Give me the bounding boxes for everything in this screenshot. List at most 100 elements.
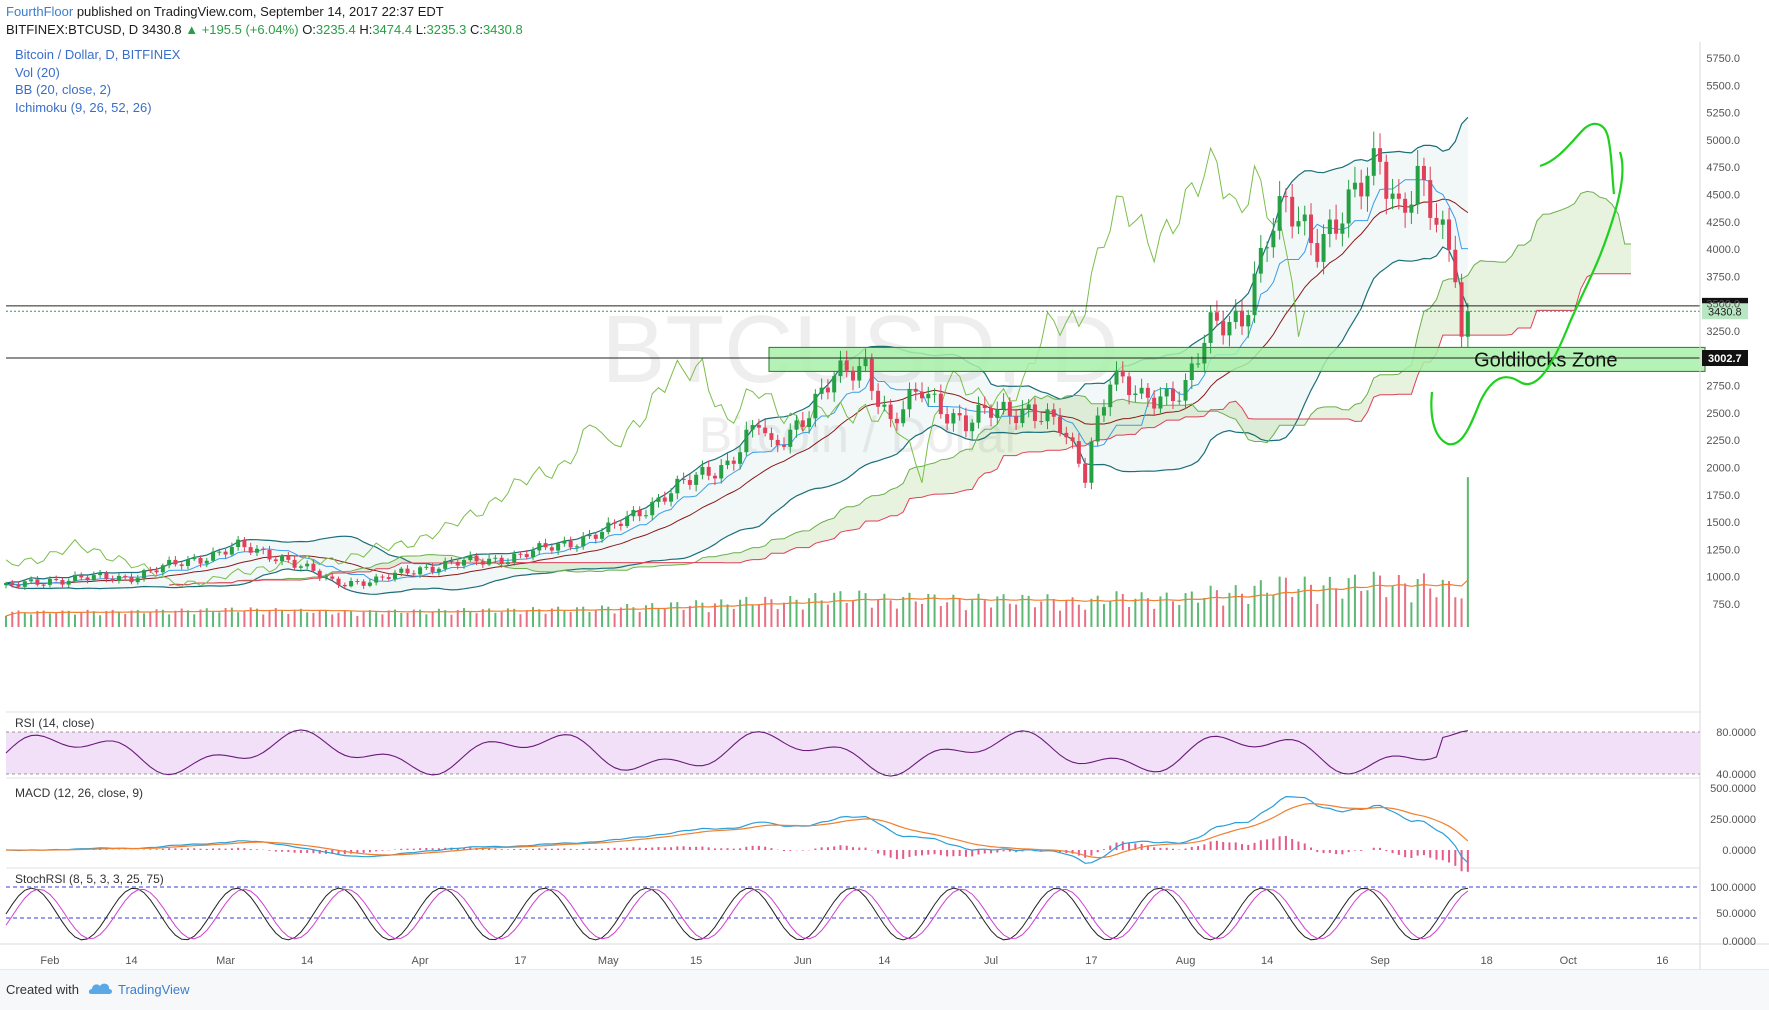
candle-body — [1460, 282, 1464, 336]
rsi-title[interactable]: RSI (14, close) — [15, 716, 94, 730]
macd-histogram-bar — [1323, 850, 1325, 853]
price-tick-label: 2500.0 — [1706, 408, 1740, 420]
legend-ichimoku[interactable]: Ichimoku (9, 26, 52, 26) — [15, 100, 152, 115]
candle-body — [431, 567, 435, 572]
volume-bar — [281, 610, 283, 627]
macd-title[interactable]: MACD (12, 26, close, 9) — [15, 786, 143, 800]
candle-body — [1259, 248, 1263, 274]
candle-body — [807, 418, 811, 427]
volume-bar — [1266, 593, 1268, 627]
macd-histogram-bar — [883, 850, 885, 855]
macd-histogram-bar — [275, 850, 277, 852]
tradingview-cloud-icon[interactable] — [88, 979, 114, 997]
volume-bar — [1015, 605, 1017, 627]
macd-histogram-bar — [181, 849, 183, 850]
macd-histogram-bar — [977, 850, 979, 855]
price-tick-label: 4750.0 — [1706, 162, 1740, 174]
volume-bar — [375, 612, 377, 627]
volume-bar — [444, 610, 446, 627]
candle-body — [224, 552, 228, 555]
candle-body — [1140, 388, 1144, 394]
candle-body — [443, 561, 447, 569]
candle-body — [964, 415, 968, 431]
macd-histogram-bar — [789, 850, 791, 851]
volume-bar — [588, 612, 590, 627]
candle-body — [349, 581, 353, 586]
volume-bar — [846, 603, 848, 627]
volume-bar — [350, 611, 352, 627]
volume-bar — [1335, 588, 1337, 627]
volume-bar — [149, 612, 151, 627]
macd-histogram-bar — [626, 848, 628, 850]
time-tick-label: 16 — [1656, 955, 1668, 967]
candle-body — [820, 388, 824, 394]
macd-histogram-bar — [1222, 842, 1224, 850]
time-tick-label: 14 — [1261, 955, 1273, 967]
legend-main[interactable]: Bitcoin / Dollar, D, BITFINEX — [15, 47, 181, 62]
indicator-axes[interactable]: 80.000040.0000500.0000250.00000.0000100.… — [1710, 727, 1756, 948]
macd-histogram-bar — [231, 848, 233, 850]
candle-body — [638, 510, 642, 516]
volume-bar — [105, 611, 107, 627]
candle-body — [1334, 220, 1338, 234]
candle-body — [688, 480, 692, 485]
candle-body — [512, 554, 516, 562]
time-tick-label: 17 — [514, 955, 526, 967]
volume-bar — [833, 593, 835, 627]
time-tick-label: 14 — [125, 955, 137, 967]
macd-histogram-bar — [1228, 842, 1230, 850]
macd-histogram-bar — [400, 849, 402, 850]
candle-body — [54, 579, 58, 580]
volume-bar — [1178, 605, 1180, 627]
stoch-title[interactable]: StochRSI (8, 5, 3, 3, 25, 75) — [15, 872, 164, 886]
volume-bar — [996, 596, 998, 627]
candle-body — [575, 546, 579, 547]
volume-bar — [331, 614, 333, 627]
macd-histogram-bar — [557, 849, 559, 850]
macd-histogram-bar — [1216, 841, 1218, 850]
time-tick-label: 15 — [690, 955, 702, 967]
macd-histogram-bar — [959, 850, 961, 856]
chart-area[interactable]: BTCUSD, D Bitcoin / Dollar Goldilocks Zo… — [0, 42, 1769, 969]
legend-volume[interactable]: Vol (20) — [15, 65, 60, 80]
tradingview-link[interactable]: TradingView — [118, 982, 190, 997]
candle-body — [1409, 205, 1413, 213]
volume-bar — [1103, 604, 1105, 627]
volume-bar — [971, 600, 973, 627]
volume-bar — [237, 612, 239, 627]
high-value: 3474.4 — [372, 22, 412, 37]
macd-histogram-bar — [639, 848, 641, 850]
price-tick-label: 5750.0 — [1706, 53, 1740, 65]
candle-body — [751, 425, 755, 430]
macd-histogram-bar — [946, 850, 948, 856]
volume-bar — [1467, 477, 1469, 627]
candle-body — [581, 536, 585, 546]
macd-histogram-bar — [519, 849, 521, 850]
macd-histogram-bar — [212, 849, 214, 850]
macd-histogram-bar — [1335, 850, 1337, 854]
candle-body — [79, 575, 83, 577]
volume-bar — [1417, 579, 1419, 627]
macd-histogram-bar — [664, 847, 666, 850]
candle-body — [148, 570, 152, 571]
candle-body — [1158, 396, 1162, 408]
macd-histogram-bar — [658, 847, 660, 850]
macd-histogram-bar — [250, 849, 252, 850]
legend-bollinger[interactable]: BB (20, close, 2) — [15, 82, 111, 97]
price-tick-label: 5250.0 — [1706, 108, 1740, 120]
macd-histogram-bar — [865, 848, 867, 850]
candle-body — [1121, 371, 1125, 377]
candle-body — [286, 556, 290, 560]
volume-bar — [1291, 597, 1293, 627]
volume-bar — [174, 611, 176, 627]
price-axis[interactable]: 5750.05500.05250.05000.04750.04500.04250… — [1706, 53, 1740, 611]
macd-lines — [6, 797, 1469, 872]
candle-body — [613, 523, 617, 524]
volume-bar — [783, 603, 785, 627]
author-link[interactable]: FourthFloor — [6, 4, 73, 19]
volume-bar — [1191, 592, 1193, 627]
candle-body — [173, 560, 177, 564]
candle-body — [1165, 389, 1169, 397]
macd-histogram-bar — [940, 850, 942, 855]
